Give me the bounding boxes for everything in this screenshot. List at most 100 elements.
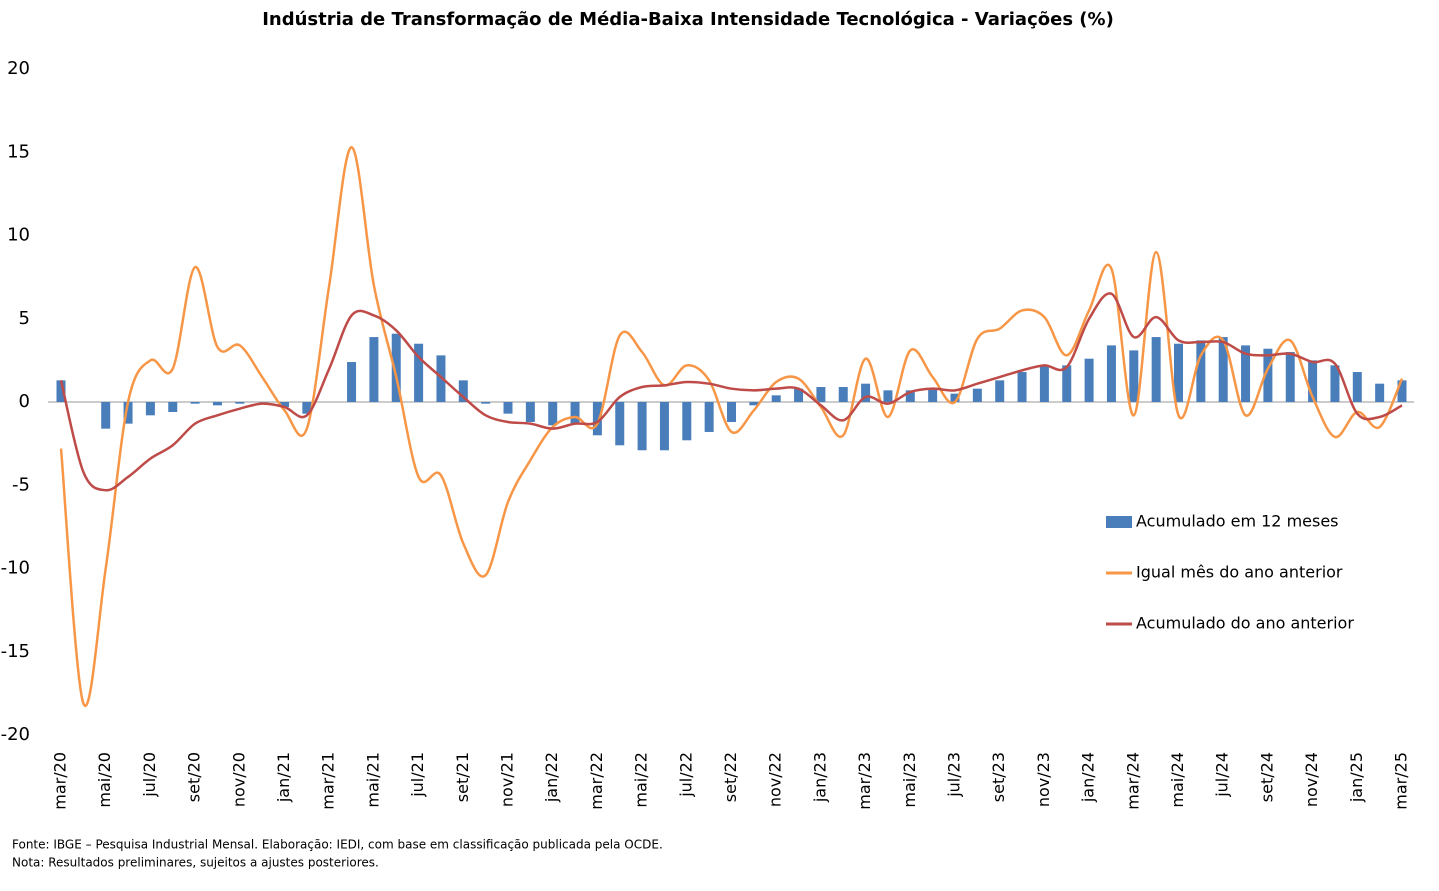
bar [928, 388, 938, 402]
x-tick-label: nov/20 [229, 752, 248, 807]
bar [704, 402, 714, 432]
x-tick-label: mai/23 [900, 752, 919, 808]
bar [212, 402, 222, 406]
bar [682, 402, 692, 441]
bar [347, 362, 357, 402]
bar [1375, 383, 1385, 402]
x-tick-label: set/23 [989, 752, 1008, 802]
bar [168, 402, 178, 412]
footnote: Nota: Resultados preliminares, sujeitos … [12, 856, 379, 870]
bar [1263, 348, 1273, 402]
bar [145, 402, 155, 416]
bar [123, 402, 133, 424]
x-tick-label: mai/21 [363, 752, 382, 808]
bar [1218, 337, 1228, 402]
x-tick-label: mai/22 [632, 752, 651, 808]
y-tick-label: -15 [1, 641, 30, 662]
x-tick-label: mar/23 [855, 752, 874, 810]
bar [592, 402, 602, 436]
y-tick-label: 20 [7, 58, 30, 79]
bar [302, 402, 312, 414]
y-tick-label: -10 [1, 558, 30, 579]
x-tick-label: mai/20 [95, 752, 114, 808]
x-tick-label: set/22 [721, 752, 740, 802]
bar [905, 390, 915, 402]
bar [1017, 372, 1027, 402]
bar [727, 402, 736, 422]
x-tick-label: jan/21 [274, 752, 293, 803]
bar [1241, 345, 1251, 402]
bar [883, 390, 893, 402]
legend-swatch [1106, 516, 1132, 528]
bar [1308, 360, 1318, 402]
bar [481, 402, 491, 404]
x-tick-label: jan/23 [810, 752, 829, 803]
bar [794, 388, 804, 402]
bar [749, 402, 759, 406]
legend-label: Acumulado em 12 meses [1136, 512, 1339, 531]
bar [1285, 352, 1295, 402]
bar [101, 402, 111, 429]
bar [280, 402, 289, 407]
x-tick-label: set/21 [453, 752, 472, 802]
x-tick-label: jan/24 [1079, 752, 1098, 803]
x-tick-label: jul/21 [408, 752, 427, 798]
y-tick-label: -20 [1, 724, 30, 745]
bar [816, 387, 826, 402]
y-tick-label: 5 [19, 308, 30, 329]
bar [1151, 337, 1161, 402]
bar [1062, 365, 1072, 402]
bar [369, 337, 379, 402]
x-tick-label: mar/24 [1123, 752, 1142, 810]
bar [391, 333, 401, 402]
bar [458, 380, 468, 402]
x-tick-label: set/24 [1257, 752, 1276, 802]
bar [414, 343, 424, 402]
y-tick-label: -5 [12, 474, 30, 495]
legend-label: Acumulado do ano anterior [1136, 614, 1354, 633]
x-tick-label: jan/22 [542, 752, 561, 803]
x-tick-label: nov/22 [766, 752, 785, 807]
source-note: Fonte: IBGE – Pesquisa Industrial Mensal… [12, 838, 663, 852]
bar [995, 380, 1005, 402]
bar [972, 388, 982, 402]
x-tick-label: mar/21 [319, 752, 338, 810]
line [59, 292, 1403, 492]
x-tick-label: nov/24 [1302, 752, 1321, 807]
bar [1129, 350, 1139, 402]
chart-title: Indústria de Transformação de Média-Baix… [262, 9, 1114, 30]
bar [56, 380, 66, 402]
bar [659, 402, 669, 451]
x-tick-label: mar/22 [587, 752, 606, 810]
y-tick-label: 15 [7, 141, 30, 162]
x-tick-label: set/20 [185, 752, 204, 802]
y-tick-label: 0 [19, 391, 30, 412]
bar [1330, 365, 1340, 402]
bar [1039, 365, 1049, 402]
bar [637, 402, 647, 451]
x-tick-label: nov/21 [498, 752, 517, 807]
bar [1174, 343, 1183, 402]
bar [525, 402, 535, 422]
x-tick-label: jan/25 [1347, 752, 1366, 803]
x-tick-label: mar/25 [1392, 752, 1411, 810]
x-tick-label: jul/20 [140, 752, 159, 798]
bar [548, 402, 558, 426]
bar [771, 395, 781, 402]
x-tick-label: jul/22 [676, 752, 695, 798]
bar [615, 402, 625, 446]
x-tick-label: mar/20 [51, 752, 70, 810]
bar [1196, 340, 1206, 402]
bar [190, 402, 200, 404]
line [59, 146, 1404, 708]
x-tick-label: jul/23 [945, 752, 964, 798]
bar [503, 402, 513, 414]
bar [1084, 358, 1094, 402]
bar [235, 402, 245, 404]
bar [1106, 345, 1116, 402]
bar [570, 402, 580, 424]
x-tick-label: mai/24 [1168, 752, 1187, 808]
bar [1352, 372, 1362, 402]
bar [1397, 380, 1407, 402]
